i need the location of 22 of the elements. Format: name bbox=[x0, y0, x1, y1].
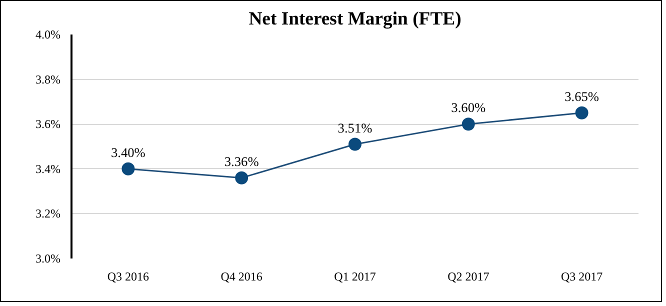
data-label: 3.40% bbox=[110, 144, 146, 160]
point bbox=[122, 162, 135, 176]
y-tick-label: 3.0% bbox=[36, 252, 61, 266]
y-tick-label: 3.2% bbox=[36, 206, 61, 221]
data-label: 3.65% bbox=[564, 88, 600, 104]
x-tick-label: Q1 2017 bbox=[334, 270, 376, 284]
x-tick-label: Q4 2016 bbox=[220, 270, 262, 284]
y-tick-label: 3.4% bbox=[36, 162, 61, 176]
chart-title: Net Interest Margin (FTE) bbox=[248, 8, 462, 30]
data-label: 3.60% bbox=[451, 100, 486, 116]
y-tick-label: 3.8% bbox=[36, 72, 61, 86]
point bbox=[235, 171, 248, 184]
x-tick-label: Q3 2016 bbox=[107, 270, 150, 284]
x-tick-label: Q3 2017 bbox=[560, 270, 603, 284]
point bbox=[462, 118, 475, 131]
point bbox=[575, 106, 588, 120]
point bbox=[348, 138, 362, 151]
data-label: 3.36% bbox=[224, 154, 259, 169]
y-tick-label: 4.0% bbox=[36, 28, 61, 42]
x-tick-label: Q2 2017 bbox=[448, 270, 490, 284]
data-label: 3.51% bbox=[338, 120, 372, 136]
y-tick-label: 3.6% bbox=[36, 117, 61, 132]
